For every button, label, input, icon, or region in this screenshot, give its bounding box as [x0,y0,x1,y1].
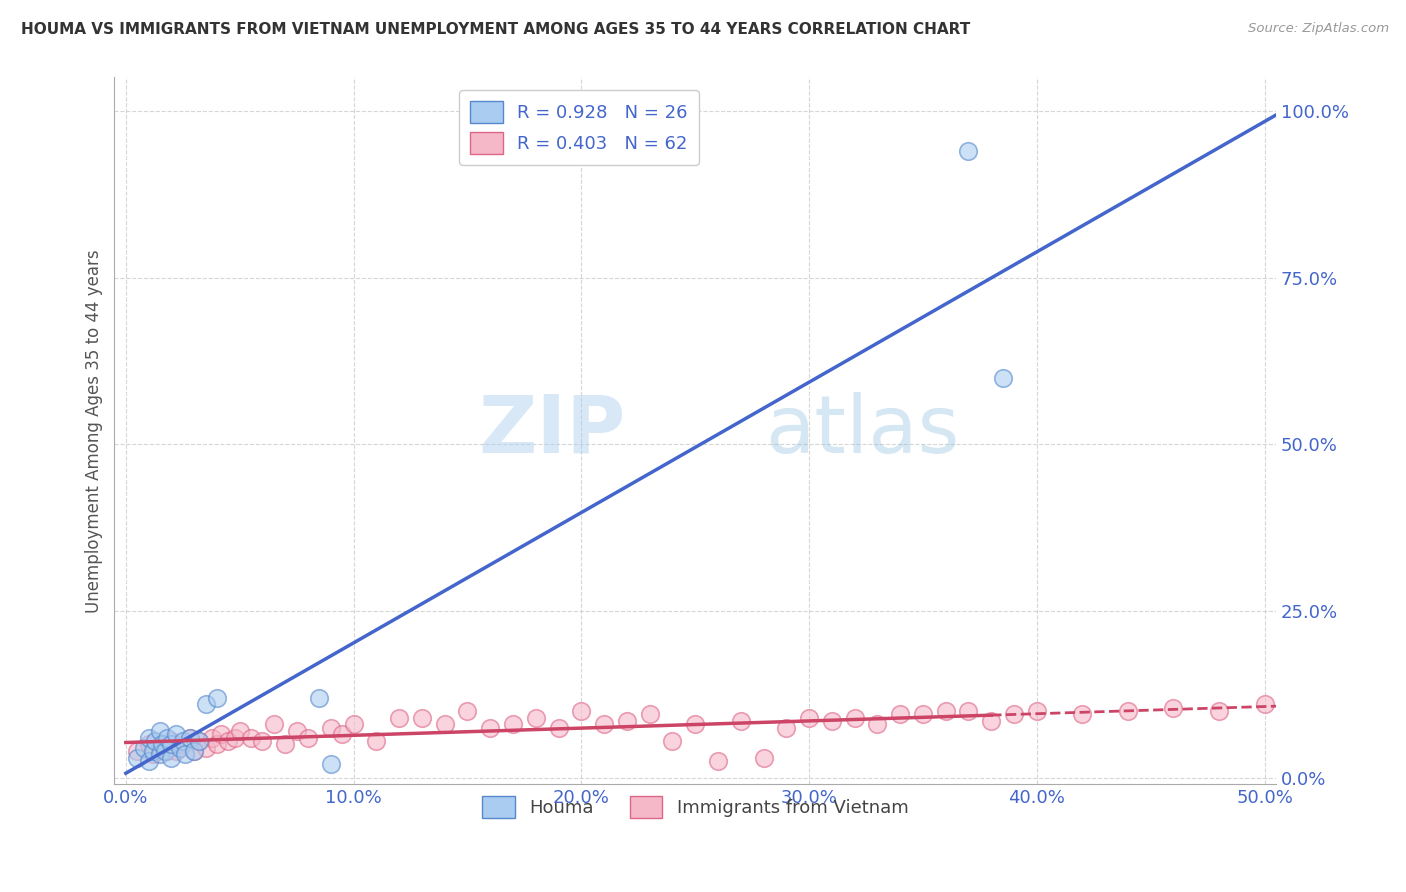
Point [142,747,165,762]
Text: ZIP: ZIP [478,392,626,470]
Point [1025,704,1047,718]
Point [593,717,616,731]
Point [160,738,183,752]
Point [205,690,228,705]
Point [169,740,191,755]
Point [138,738,160,752]
Point [183,744,205,758]
Point [205,738,228,752]
Point [957,704,980,718]
Point [319,757,342,772]
Point [127,750,149,764]
Point [174,747,197,762]
Point [683,717,706,731]
Point [991,370,1014,384]
Point [183,744,205,758]
Point [547,721,569,735]
Point [866,717,889,731]
Point [366,734,388,748]
Point [730,714,752,728]
Text: HOUMA VS IMMIGRANTS FROM VIETNAM UNEMPLOYMENT AMONG AGES 35 TO 44 YEARS CORRELAT: HOUMA VS IMMIGRANTS FROM VIETNAM UNEMPLO… [21,22,970,37]
Point [187,734,209,748]
Point [502,717,524,731]
Point [911,707,934,722]
Point [149,724,172,739]
Point [211,727,233,741]
Point [224,731,246,745]
Point [1253,698,1275,712]
Point [524,711,547,725]
Point [342,717,364,731]
Point [797,711,820,725]
Point [411,711,433,725]
Point [1208,704,1230,718]
Point [145,734,167,748]
Point [308,690,330,705]
Point [160,734,183,748]
Point [156,731,179,745]
Point [160,750,183,764]
Point [433,717,456,731]
Point [252,734,274,748]
Legend: Houma, Immigrants from Vietnam: Houma, Immigrants from Vietnam [475,789,915,825]
Point [980,714,1002,728]
Point [569,704,592,718]
Point [179,731,201,745]
Point [150,738,173,752]
Point [821,714,844,728]
Point [132,740,155,755]
Point [187,734,209,748]
Point [330,727,353,741]
Text: atlas: atlas [765,392,959,470]
Point [1116,704,1139,718]
Point [156,744,179,758]
Point [228,724,250,739]
Point [957,144,980,158]
Point [479,721,502,735]
Point [1071,707,1094,722]
Point [274,738,297,752]
Point [194,698,217,712]
Point [297,731,319,745]
Point [388,711,411,725]
Point [319,721,342,735]
Point [217,734,239,748]
Point [844,711,866,725]
Point [153,744,176,758]
Point [263,717,285,731]
Point [638,707,661,722]
Point [149,740,172,755]
Point [138,731,160,745]
Point [1163,700,1185,714]
Point [179,731,201,745]
Point [285,724,308,739]
Point [935,704,957,718]
Point [240,731,263,745]
Point [165,744,187,758]
Point [661,734,683,748]
Point [456,704,478,718]
Point [775,721,797,735]
Point [142,744,165,758]
Y-axis label: Unemployment Among Ages 35 to 44 years: Unemployment Among Ages 35 to 44 years [86,249,103,613]
Point [149,747,172,762]
Point [889,707,911,722]
Point [194,740,217,755]
Text: Source: ZipAtlas.com: Source: ZipAtlas.com [1249,22,1389,36]
Point [172,734,194,748]
Point [1002,707,1025,722]
Point [172,738,194,752]
Point [165,727,187,741]
Point [138,754,160,768]
Point [707,754,730,768]
Point [127,744,149,758]
Point [201,731,224,745]
Point [752,750,775,764]
Point [616,714,638,728]
